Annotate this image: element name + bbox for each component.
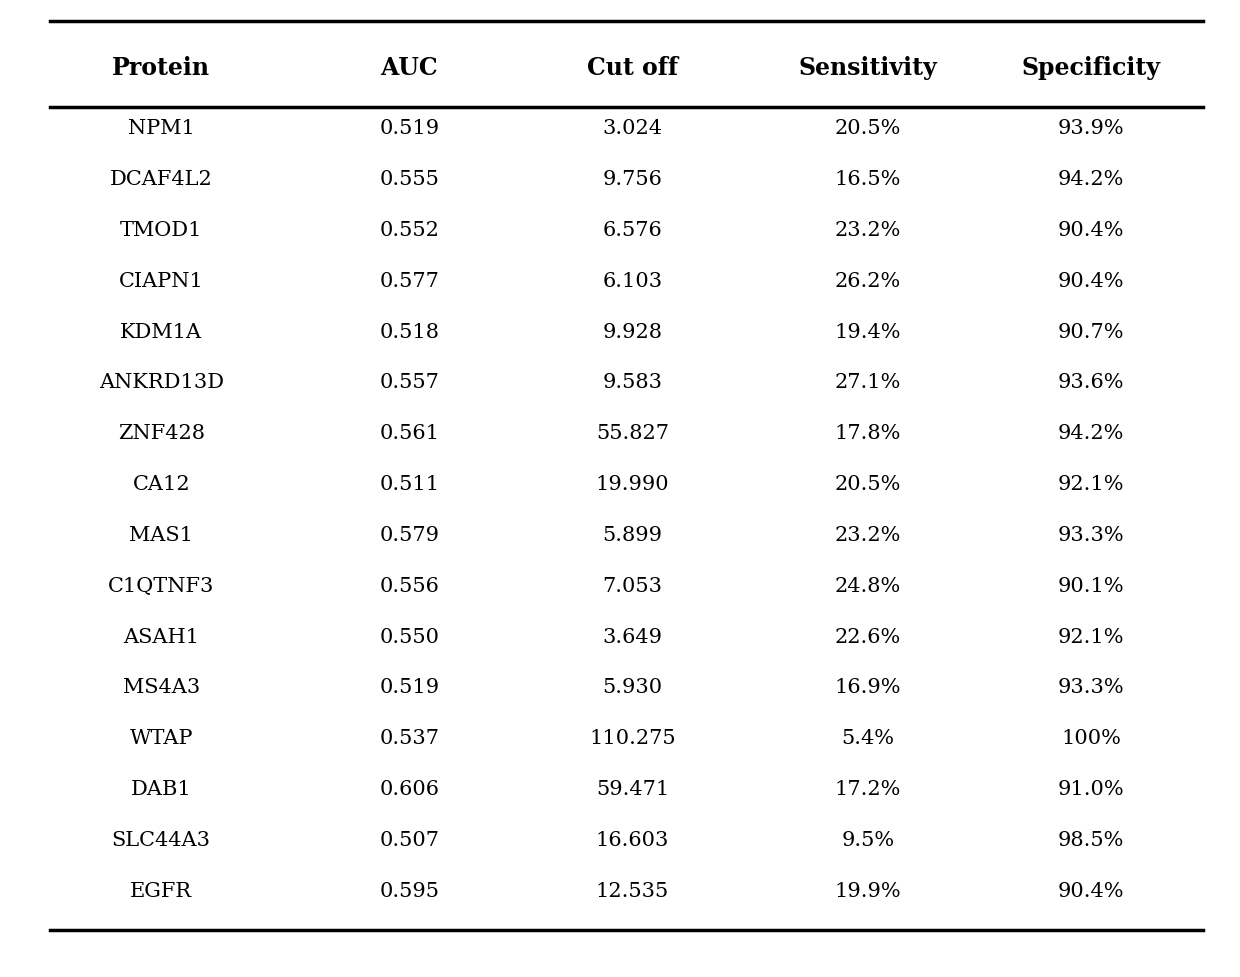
Text: 6.103: 6.103	[603, 272, 662, 291]
Text: 0.555: 0.555	[379, 170, 439, 190]
Text: 91.0%: 91.0%	[1058, 780, 1125, 799]
Text: MS4A3: MS4A3	[123, 678, 200, 698]
Text: 100%: 100%	[1061, 729, 1121, 748]
Text: 9.5%: 9.5%	[842, 830, 894, 850]
Text: 0.557: 0.557	[379, 373, 439, 393]
Text: 22.6%: 22.6%	[835, 627, 901, 647]
Text: 24.8%: 24.8%	[835, 576, 901, 596]
Text: 90.4%: 90.4%	[1058, 881, 1125, 901]
Text: Protein: Protein	[112, 57, 211, 80]
Text: DAB1: DAB1	[131, 780, 191, 799]
Text: ZNF428: ZNF428	[118, 424, 205, 444]
Text: 16.9%: 16.9%	[835, 678, 901, 698]
Text: 5.899: 5.899	[603, 526, 662, 545]
Text: WTAP: WTAP	[129, 729, 193, 748]
Text: 20.5%: 20.5%	[835, 475, 901, 494]
Text: 59.471: 59.471	[595, 780, 670, 799]
Text: 20.5%: 20.5%	[835, 119, 901, 139]
Text: TMOD1: TMOD1	[120, 221, 202, 240]
Text: ANKRD13D: ANKRD13D	[99, 373, 223, 393]
Text: CIAPN1: CIAPN1	[119, 272, 203, 291]
Text: 92.1%: 92.1%	[1058, 475, 1125, 494]
Text: Cut off: Cut off	[587, 57, 678, 80]
Text: 0.519: 0.519	[379, 678, 439, 698]
Text: 90.7%: 90.7%	[1058, 322, 1125, 342]
Text: 0.556: 0.556	[379, 576, 439, 596]
Text: 7.053: 7.053	[603, 576, 662, 596]
Text: SLC44A3: SLC44A3	[112, 830, 211, 850]
Text: 93.6%: 93.6%	[1058, 373, 1125, 393]
Text: MAS1: MAS1	[129, 526, 193, 545]
Text: 23.2%: 23.2%	[835, 526, 901, 545]
Text: 0.518: 0.518	[379, 322, 439, 342]
Text: ASAH1: ASAH1	[123, 627, 200, 647]
Text: 92.1%: 92.1%	[1058, 627, 1125, 647]
Text: KDM1A: KDM1A	[120, 322, 202, 342]
Text: 98.5%: 98.5%	[1058, 830, 1125, 850]
Text: 0.511: 0.511	[379, 475, 439, 494]
Text: 0.595: 0.595	[379, 881, 439, 901]
Text: 16.603: 16.603	[595, 830, 670, 850]
Text: 9.928: 9.928	[603, 322, 662, 342]
Text: 0.606: 0.606	[379, 780, 439, 799]
Text: 19.9%: 19.9%	[835, 881, 901, 901]
Text: 3.024: 3.024	[603, 119, 662, 139]
Text: EGFR: EGFR	[130, 881, 192, 901]
Text: 55.827: 55.827	[596, 424, 668, 444]
Text: 26.2%: 26.2%	[835, 272, 901, 291]
Text: 9.756: 9.756	[603, 170, 662, 190]
Text: 93.3%: 93.3%	[1058, 678, 1125, 698]
Text: 5.4%: 5.4%	[842, 729, 894, 748]
Text: 93.9%: 93.9%	[1058, 119, 1125, 139]
Text: 0.579: 0.579	[379, 526, 439, 545]
Text: 93.3%: 93.3%	[1058, 526, 1125, 545]
Text: C1QTNF3: C1QTNF3	[108, 576, 215, 596]
Text: 16.5%: 16.5%	[835, 170, 901, 190]
Text: 5.930: 5.930	[603, 678, 662, 698]
Text: 94.2%: 94.2%	[1058, 170, 1125, 190]
Text: 17.8%: 17.8%	[835, 424, 901, 444]
Text: 0.550: 0.550	[379, 627, 439, 647]
Text: AUC: AUC	[381, 57, 438, 80]
Text: 0.519: 0.519	[379, 119, 439, 139]
Text: 90.4%: 90.4%	[1058, 221, 1125, 240]
Text: 23.2%: 23.2%	[835, 221, 901, 240]
Text: 0.561: 0.561	[379, 424, 439, 444]
Text: 6.576: 6.576	[603, 221, 662, 240]
Text: Specificity: Specificity	[1022, 57, 1161, 80]
Text: NPM1: NPM1	[128, 119, 195, 139]
Text: 17.2%: 17.2%	[835, 780, 901, 799]
Text: 9.583: 9.583	[603, 373, 662, 393]
Text: 12.535: 12.535	[595, 881, 670, 901]
Text: Sensitivity: Sensitivity	[799, 57, 937, 80]
Text: CA12: CA12	[133, 475, 190, 494]
Text: 19.4%: 19.4%	[835, 322, 901, 342]
Text: 90.4%: 90.4%	[1058, 272, 1125, 291]
Text: DCAF4L2: DCAF4L2	[110, 170, 212, 190]
Text: 0.577: 0.577	[379, 272, 439, 291]
Text: 90.1%: 90.1%	[1058, 576, 1125, 596]
Text: 0.552: 0.552	[379, 221, 439, 240]
Text: 27.1%: 27.1%	[835, 373, 901, 393]
Text: 0.537: 0.537	[379, 729, 439, 748]
Text: 94.2%: 94.2%	[1058, 424, 1125, 444]
Text: 3.649: 3.649	[603, 627, 662, 647]
Text: 19.990: 19.990	[595, 475, 670, 494]
Text: 0.507: 0.507	[379, 830, 439, 850]
Text: 110.275: 110.275	[589, 729, 676, 748]
